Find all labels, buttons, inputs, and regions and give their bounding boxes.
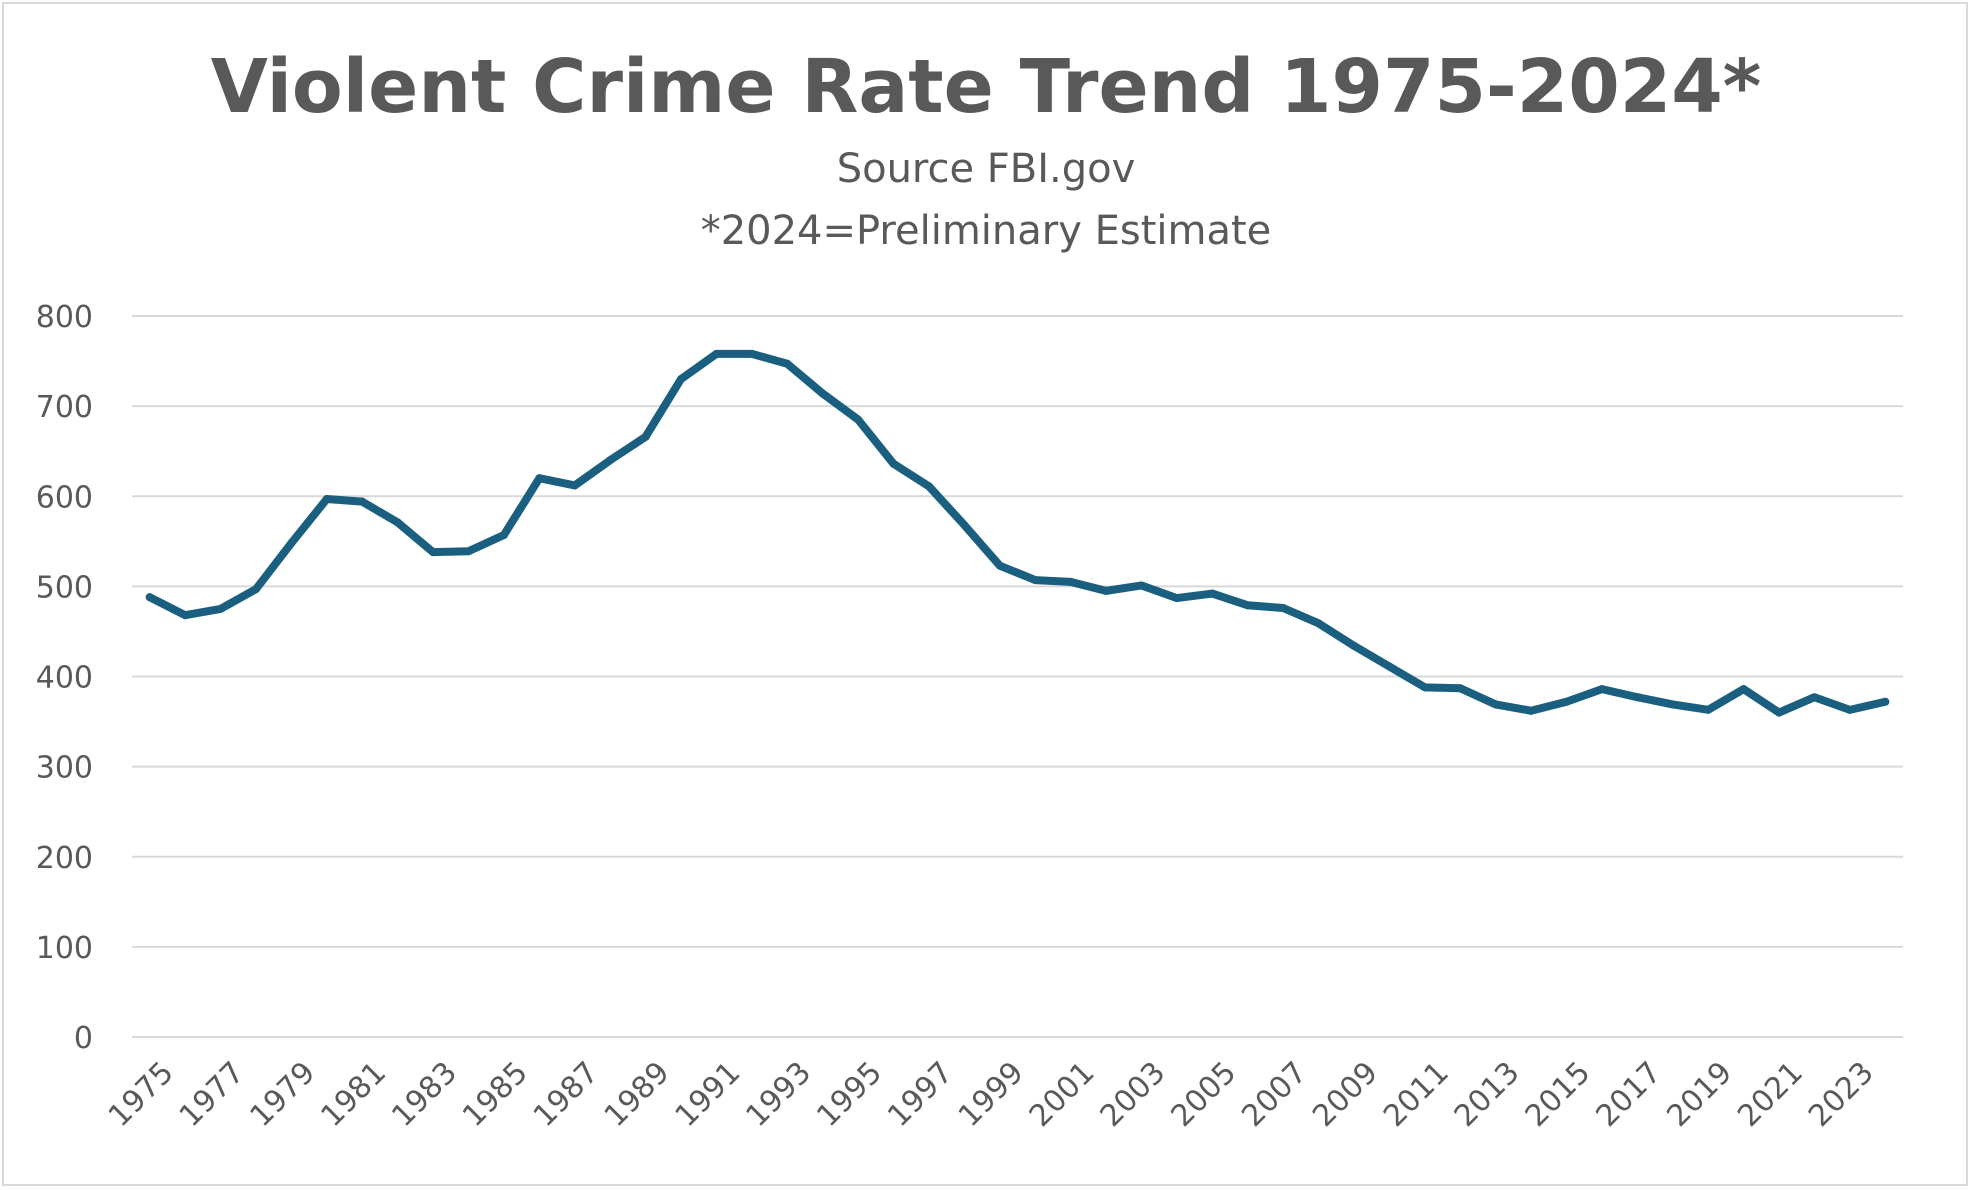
x-tick-label: 1999 bbox=[952, 1055, 1031, 1134]
x-tick-label: 1979 bbox=[244, 1055, 323, 1134]
y-tick-label: 400 bbox=[36, 661, 93, 696]
data-point bbox=[1881, 697, 1890, 706]
x-tick-label: 1985 bbox=[456, 1055, 535, 1134]
data-point bbox=[1314, 619, 1323, 628]
x-tick-label: 2013 bbox=[1448, 1055, 1527, 1134]
data-point bbox=[1279, 604, 1288, 613]
data-point bbox=[1633, 693, 1642, 702]
data-point bbox=[1775, 708, 1784, 717]
x-tick-label: 1995 bbox=[810, 1055, 889, 1134]
x-tick-label: 2019 bbox=[1660, 1055, 1739, 1134]
x-tick-label: 2001 bbox=[1023, 1055, 1102, 1134]
data-point bbox=[1739, 685, 1748, 694]
data-point bbox=[889, 459, 898, 468]
y-tick-label: 200 bbox=[36, 841, 93, 876]
series-layer bbox=[145, 349, 1890, 717]
data-point bbox=[1668, 700, 1677, 709]
x-tick-label: 2003 bbox=[1094, 1055, 1173, 1134]
gridlines bbox=[132, 315, 1903, 1038]
data-point bbox=[1845, 705, 1854, 714]
data-point bbox=[181, 611, 190, 620]
data-point bbox=[854, 415, 863, 424]
x-tick-label: 2021 bbox=[1731, 1055, 1810, 1134]
data-point bbox=[1597, 685, 1606, 694]
data-point bbox=[535, 474, 544, 483]
data-point bbox=[747, 349, 756, 358]
data-point bbox=[1491, 700, 1500, 709]
data-point bbox=[1349, 641, 1358, 650]
data-point bbox=[499, 531, 508, 540]
data-point bbox=[1102, 586, 1111, 595]
data-point bbox=[1810, 693, 1819, 702]
data-point bbox=[145, 593, 154, 602]
data-point bbox=[641, 432, 650, 441]
y-tick-label: 300 bbox=[36, 751, 93, 786]
data-point bbox=[216, 604, 225, 613]
data-point bbox=[1527, 706, 1536, 715]
y-tick-label: 800 bbox=[36, 300, 93, 335]
data-point bbox=[1137, 581, 1146, 590]
data-point bbox=[1172, 594, 1181, 603]
data-point bbox=[1208, 589, 1217, 598]
x-axis: 1975197719791981198319851987198919911993… bbox=[102, 1055, 1881, 1134]
x-tick-label: 2015 bbox=[1519, 1055, 1598, 1134]
data-point bbox=[1243, 601, 1252, 610]
y-tick-label: 0 bbox=[74, 1021, 93, 1056]
y-tick-label: 600 bbox=[36, 480, 93, 515]
data-point bbox=[1562, 697, 1571, 706]
data-point bbox=[1420, 683, 1429, 692]
data-points bbox=[145, 349, 1890, 717]
data-point bbox=[393, 518, 402, 527]
chart-subtitle-source: Source FBI.gov bbox=[837, 146, 1136, 192]
data-point bbox=[358, 497, 367, 506]
data-point bbox=[464, 547, 473, 556]
y-axis: 0 100 200 300 400 500 600 700 800 bbox=[36, 300, 93, 1056]
chart-subtitle-note: *2024=Preliminary Estimate bbox=[701, 208, 1272, 254]
data-point bbox=[1031, 576, 1040, 585]
data-point bbox=[606, 456, 615, 465]
x-tick-label: 1997 bbox=[881, 1055, 960, 1134]
data-point bbox=[924, 482, 933, 491]
data-point bbox=[1066, 577, 1075, 586]
data-point bbox=[1704, 705, 1713, 714]
data-point bbox=[287, 539, 296, 548]
chart-title: Violent Crime Rate Trend 1975-2024* bbox=[211, 44, 1762, 130]
data-point bbox=[570, 481, 579, 490]
y-tick-label: 500 bbox=[36, 570, 93, 605]
data-point bbox=[429, 548, 438, 557]
data-point bbox=[677, 375, 686, 384]
x-tick-label: 1977 bbox=[173, 1055, 252, 1134]
data-point bbox=[783, 359, 792, 368]
x-tick-label: 1989 bbox=[598, 1055, 677, 1134]
x-tick-label: 2023 bbox=[1802, 1055, 1881, 1134]
data-point bbox=[1385, 662, 1394, 671]
data-point bbox=[712, 349, 721, 358]
data-point bbox=[960, 521, 969, 530]
data-point bbox=[251, 585, 260, 594]
x-tick-label: 1975 bbox=[102, 1055, 181, 1134]
series-line bbox=[145, 349, 1890, 717]
y-tick-label: 100 bbox=[36, 931, 93, 966]
data-point bbox=[995, 561, 1004, 570]
data-point bbox=[1456, 684, 1465, 693]
y-tick-label: 700 bbox=[36, 390, 93, 425]
x-tick-label: 2017 bbox=[1590, 1055, 1669, 1134]
data-point bbox=[322, 494, 331, 503]
x-tick-label: 1991 bbox=[669, 1055, 748, 1134]
x-tick-label: 2007 bbox=[1235, 1055, 1314, 1134]
x-tick-label: 1987 bbox=[527, 1055, 606, 1134]
x-tick-label: 1983 bbox=[385, 1055, 464, 1134]
x-tick-label: 1981 bbox=[314, 1055, 393, 1134]
x-tick-label: 2011 bbox=[1377, 1055, 1456, 1134]
x-tick-label: 2009 bbox=[1306, 1055, 1385, 1134]
x-tick-label: 2005 bbox=[1164, 1055, 1243, 1134]
data-point bbox=[818, 389, 827, 398]
x-tick-label: 1993 bbox=[739, 1055, 818, 1134]
